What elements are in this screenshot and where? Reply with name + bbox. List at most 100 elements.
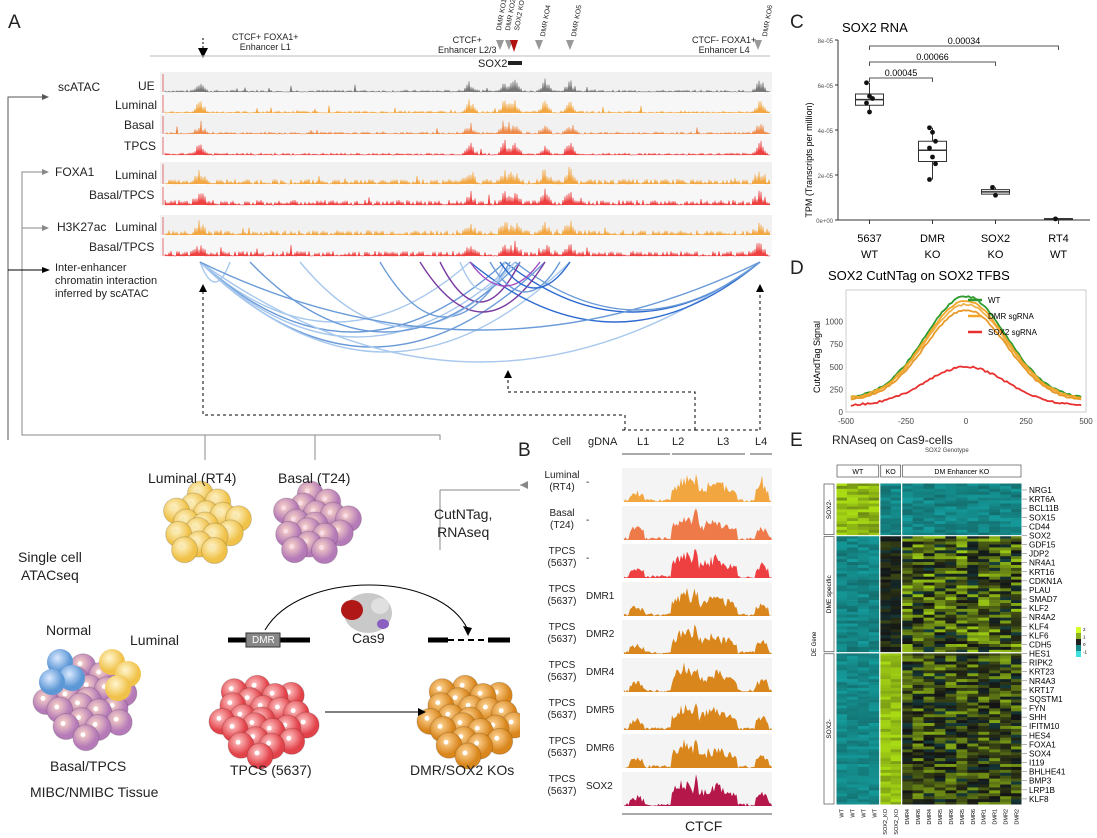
heatmap-cell	[956, 673, 968, 677]
heatmap-cell	[967, 562, 979, 566]
heatmap-cell	[923, 682, 935, 686]
heatmap-cell	[1000, 509, 1012, 513]
interaction-arc	[419, 261, 546, 313]
panel-b-signal	[624, 549, 772, 578]
heatmap-cell	[978, 641, 990, 645]
heatmap-cell	[989, 603, 1001, 607]
heatmap-cell	[1000, 585, 1012, 589]
heatmap-cell	[978, 518, 990, 522]
heatmap-cell	[956, 506, 968, 510]
heatmap-cell	[978, 673, 990, 677]
interaction-arc	[199, 261, 471, 323]
heatmap-cell	[978, 588, 990, 592]
heatmap-cell	[945, 655, 957, 659]
label-basal-t24: Basal (T24)	[278, 470, 351, 486]
panel-b-cell-line2: (5637)	[547, 710, 577, 721]
heatmap-cell	[1000, 550, 1012, 554]
cell	[171, 536, 199, 564]
heatmap-cell	[923, 614, 935, 618]
heatmap-cell	[956, 494, 968, 498]
heatmap-cell	[934, 509, 946, 513]
heatmap-cell	[1000, 766, 1012, 771]
heatmap-cell	[1011, 652, 1023, 657]
heatmap-gene-label: NR4A3	[1029, 677, 1056, 686]
heatmap-cell	[956, 509, 968, 513]
heatmap-cell	[934, 579, 946, 583]
chart-d-ytick-label: 250	[830, 385, 844, 394]
panel-b-cell-line1: TPCS	[548, 546, 576, 557]
heatmap-column-label: DMR2	[1004, 809, 1010, 825]
heatmap-cell	[857, 538, 870, 542]
heatmap-cell	[836, 570, 848, 575]
chart-c-title: SOX2 RNA	[842, 20, 908, 35]
heatmap-cell	[868, 752, 881, 756]
heatmap-cell	[945, 600, 957, 604]
interaction-arc	[514, 261, 761, 311]
enhancer-l4-label: CTCF- FOXA1+ Enhancer L4	[692, 35, 757, 55]
heatmap-cell	[868, 623, 881, 627]
heatmap-cell	[934, 761, 946, 765]
heatmap-cell	[945, 497, 957, 501]
heatmap-cell	[890, 603, 902, 607]
heatmap-cell	[857, 661, 870, 665]
heatmap-cell	[912, 749, 924, 753]
heatmap-cell	[978, 644, 990, 648]
heatmap-cell	[945, 728, 957, 733]
heatmap-cell	[934, 764, 946, 768]
heatmap-cell	[934, 526, 946, 531]
heatmap-cell	[890, 635, 902, 639]
heatmap-cell	[978, 728, 990, 733]
heatmap-cell	[868, 655, 881, 659]
heatmap-cell	[868, 611, 881, 616]
heatmap-cell	[846, 684, 859, 689]
heatmap-cell	[978, 769, 990, 774]
heatmap-cell	[934, 541, 946, 545]
box-point	[927, 145, 932, 151]
cell-nucleus	[209, 545, 214, 550]
heatmap-cell	[923, 787, 935, 791]
heatmap-cell	[956, 670, 968, 674]
heatmap-cell	[934, 559, 946, 563]
heatmap-cell	[846, 588, 859, 592]
heatmap-legend-swatch	[1076, 627, 1081, 633]
heatmap-cell	[857, 717, 870, 721]
heatmap-cell	[879, 564, 892, 569]
cell-nucleus	[209, 530, 215, 536]
heatmap-cell	[978, 755, 990, 759]
heatmap-cell	[989, 491, 1001, 496]
heatmap-cell	[912, 769, 924, 774]
heatmap-cell	[934, 781, 946, 785]
heatmap-cell	[923, 579, 935, 583]
heatmap-cell	[912, 664, 924, 668]
heatmap-cell	[923, 714, 935, 718]
heatmap-cell	[846, 664, 859, 668]
heatmap-cell	[1000, 705, 1012, 709]
heatmap-cell	[1011, 550, 1023, 554]
heatmap-cell	[934, 562, 946, 566]
heatmap-cell	[945, 720, 957, 724]
heatmap-cell	[890, 775, 902, 779]
heatmap-cell	[923, 705, 935, 709]
heatmap-cell	[967, 605, 979, 610]
heatmap-cell	[846, 775, 859, 779]
heatmap-cell	[846, 591, 859, 595]
heatmap-cell	[868, 620, 881, 624]
heatmap-cell	[857, 485, 870, 490]
heatmap-cell	[978, 655, 990, 659]
heatmap-gene-label: NR4A1	[1029, 559, 1056, 568]
heatmap-cell	[978, 523, 990, 528]
heatmap-cell	[989, 579, 1001, 583]
heatmap-cell	[912, 644, 924, 648]
heatmap-cell	[1000, 743, 1012, 747]
heatmap-cell	[857, 605, 870, 610]
heatmap-cell	[836, 620, 848, 624]
heatmap-cell	[857, 535, 870, 539]
heatmap-cell	[846, 676, 859, 680]
heatmap-cell	[901, 711, 913, 715]
heatmap-cell	[879, 743, 892, 747]
heatmap-cell	[956, 497, 968, 501]
heatmap-cell	[857, 509, 870, 513]
heatmap-cell	[989, 693, 1001, 697]
panel-b-cell-line2: (5637)	[547, 596, 577, 607]
cell-nucleus	[113, 716, 119, 722]
